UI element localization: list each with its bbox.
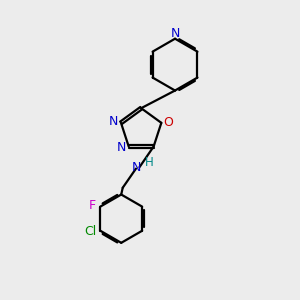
Text: O: O: [163, 116, 173, 129]
Text: N: N: [171, 28, 180, 40]
Text: N: N: [117, 141, 126, 154]
Text: N: N: [131, 161, 141, 174]
Text: Cl: Cl: [84, 225, 96, 238]
Text: N: N: [109, 115, 118, 128]
Text: H: H: [145, 156, 154, 169]
Text: F: F: [88, 199, 96, 212]
